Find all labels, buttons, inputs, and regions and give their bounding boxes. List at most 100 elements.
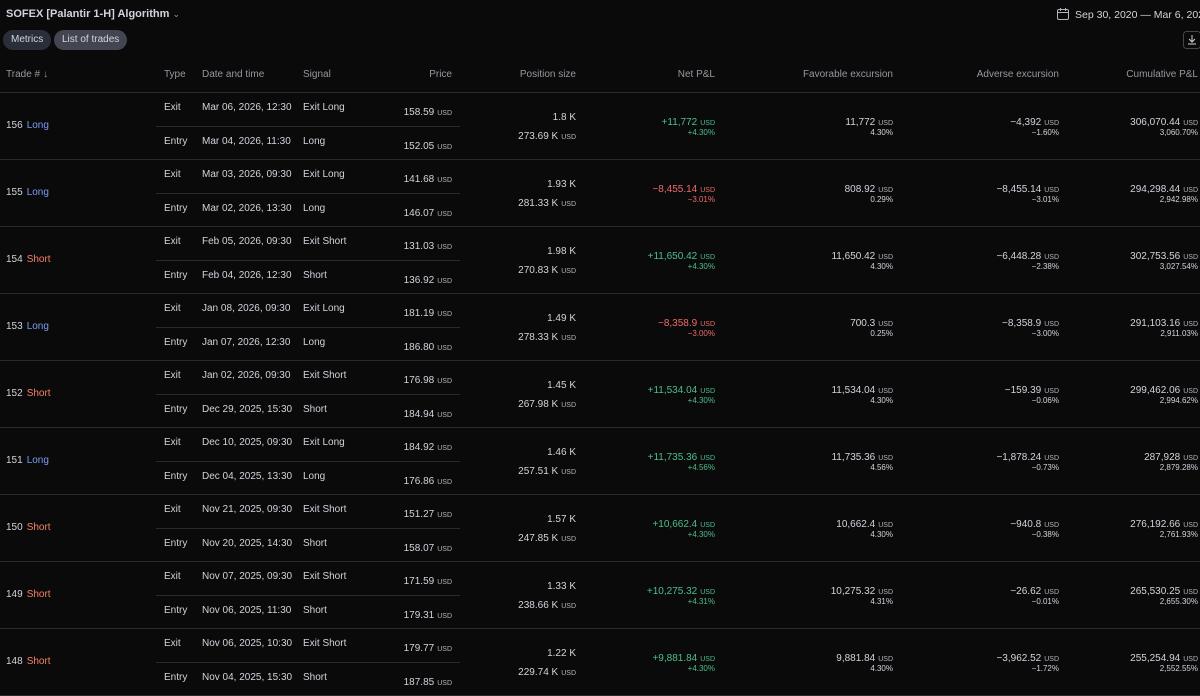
trade-type: Exit	[164, 438, 181, 448]
type-header: Type	[164, 70, 186, 80]
adverse-value-value: −940.8	[1010, 519, 1041, 530]
trade-date: Nov 04, 2025, 15:30	[202, 673, 292, 683]
currency-unit: USD	[561, 268, 576, 275]
cumulative-percent: 2,911.03%	[1160, 330, 1198, 338]
net-pnl-percent: +4.31%	[688, 598, 715, 606]
adverse-percent: −0.38%	[1032, 531, 1059, 539]
net-pnl-value: +11,735.36	[648, 452, 698, 463]
strategy-title[interactable]: SOFEX [Palantir 1-H] Algorithm ⌄	[6, 9, 180, 20]
currency-unit: USD	[878, 589, 893, 596]
net-pnl-value: +11,772	[662, 117, 698, 128]
currency-unit: USD	[1183, 120, 1198, 127]
row-divider	[0, 628, 1200, 629]
trade-signal: Exit Short	[303, 572, 346, 582]
currency-unit: USD	[700, 522, 715, 529]
trade-signal: Short	[303, 539, 327, 549]
currency-unit: USD	[700, 321, 715, 328]
net-pnl-percent: +4.30%	[688, 263, 715, 271]
position-size-header: Position size	[520, 70, 576, 80]
net-pnl-value: +10,662.4	[652, 519, 697, 530]
currency-unit: USD	[878, 187, 893, 194]
row-divider	[0, 561, 1200, 562]
trade-price-value: 176.86	[404, 476, 435, 487]
trade-type: Entry	[164, 539, 187, 549]
position-qty: 1.93 K	[547, 180, 576, 190]
favorable-percent: 4.30%	[870, 531, 893, 539]
sub-row-divider	[156, 260, 460, 261]
sub-row-divider	[156, 327, 460, 328]
trade-id: 152	[6, 388, 23, 399]
trade-date: Nov 06, 2025, 10:30	[202, 639, 292, 649]
currency-unit: USD	[437, 546, 452, 553]
trade-signal: Long	[303, 472, 325, 482]
position-qty: 1.57 K	[547, 515, 576, 525]
tab-metrics[interactable]: Metrics	[3, 30, 51, 50]
favorable-percent: 4.56%	[870, 464, 893, 472]
cumulative-value-value: 299,462.06	[1130, 385, 1180, 396]
currency-unit: USD	[437, 680, 452, 687]
trade-id: 148	[6, 656, 23, 667]
favorable-value-value: 9,881.84	[836, 653, 875, 664]
trade-signal: Long	[303, 338, 325, 348]
currency-unit: USD	[437, 278, 452, 285]
tab-list-of-trades[interactable]: List of trades	[54, 30, 127, 50]
currency-unit: USD	[437, 412, 452, 419]
currency-unit: USD	[1044, 187, 1059, 194]
currency-unit: USD	[437, 579, 452, 586]
trade-price-value: 176.98	[404, 375, 435, 386]
trade-number-header[interactable]: Trade #↓	[6, 70, 48, 80]
adverse-value-value: −159.39	[1005, 385, 1041, 396]
currency-unit: USD	[1044, 321, 1059, 328]
download-button[interactable]	[1183, 31, 1200, 49]
adverse-value-value: −8,358.9	[1002, 318, 1041, 329]
cumulative-percent: 2,552.55%	[1160, 665, 1198, 673]
currency-unit: USD	[561, 469, 576, 476]
trade-type: Exit	[164, 572, 181, 582]
trade-signal: Exit Long	[303, 170, 345, 180]
trade-price-value: 158.59	[404, 107, 435, 118]
net-pnl-percent: +4.30%	[688, 129, 715, 137]
currency-unit: USD	[878, 455, 893, 462]
adverse-value-value: −3,962.52	[996, 653, 1041, 664]
currency-unit: USD	[561, 536, 576, 543]
trade-type: Entry	[164, 338, 187, 348]
title-text: SOFEX [Palantir 1-H] Algorithm	[6, 8, 169, 20]
trade-type: Exit	[164, 103, 181, 113]
trade-price-value: 171.59	[404, 576, 435, 587]
cumulative-percent: 2,879.28%	[1160, 464, 1198, 472]
position-qty: 1.33 K	[547, 582, 576, 592]
net-pnl-percent: −3.01%	[688, 196, 715, 204]
trade-date: Nov 20, 2025, 14:30	[202, 539, 292, 549]
sub-row-divider	[156, 126, 460, 127]
date-range[interactable]: Sep 30, 2020 — Mar 6, 2026	[1075, 10, 1200, 21]
sub-row-divider	[156, 528, 460, 529]
adverse-percent: −0.06%	[1032, 397, 1059, 405]
trade-date: Nov 07, 2025, 09:30	[202, 572, 292, 582]
